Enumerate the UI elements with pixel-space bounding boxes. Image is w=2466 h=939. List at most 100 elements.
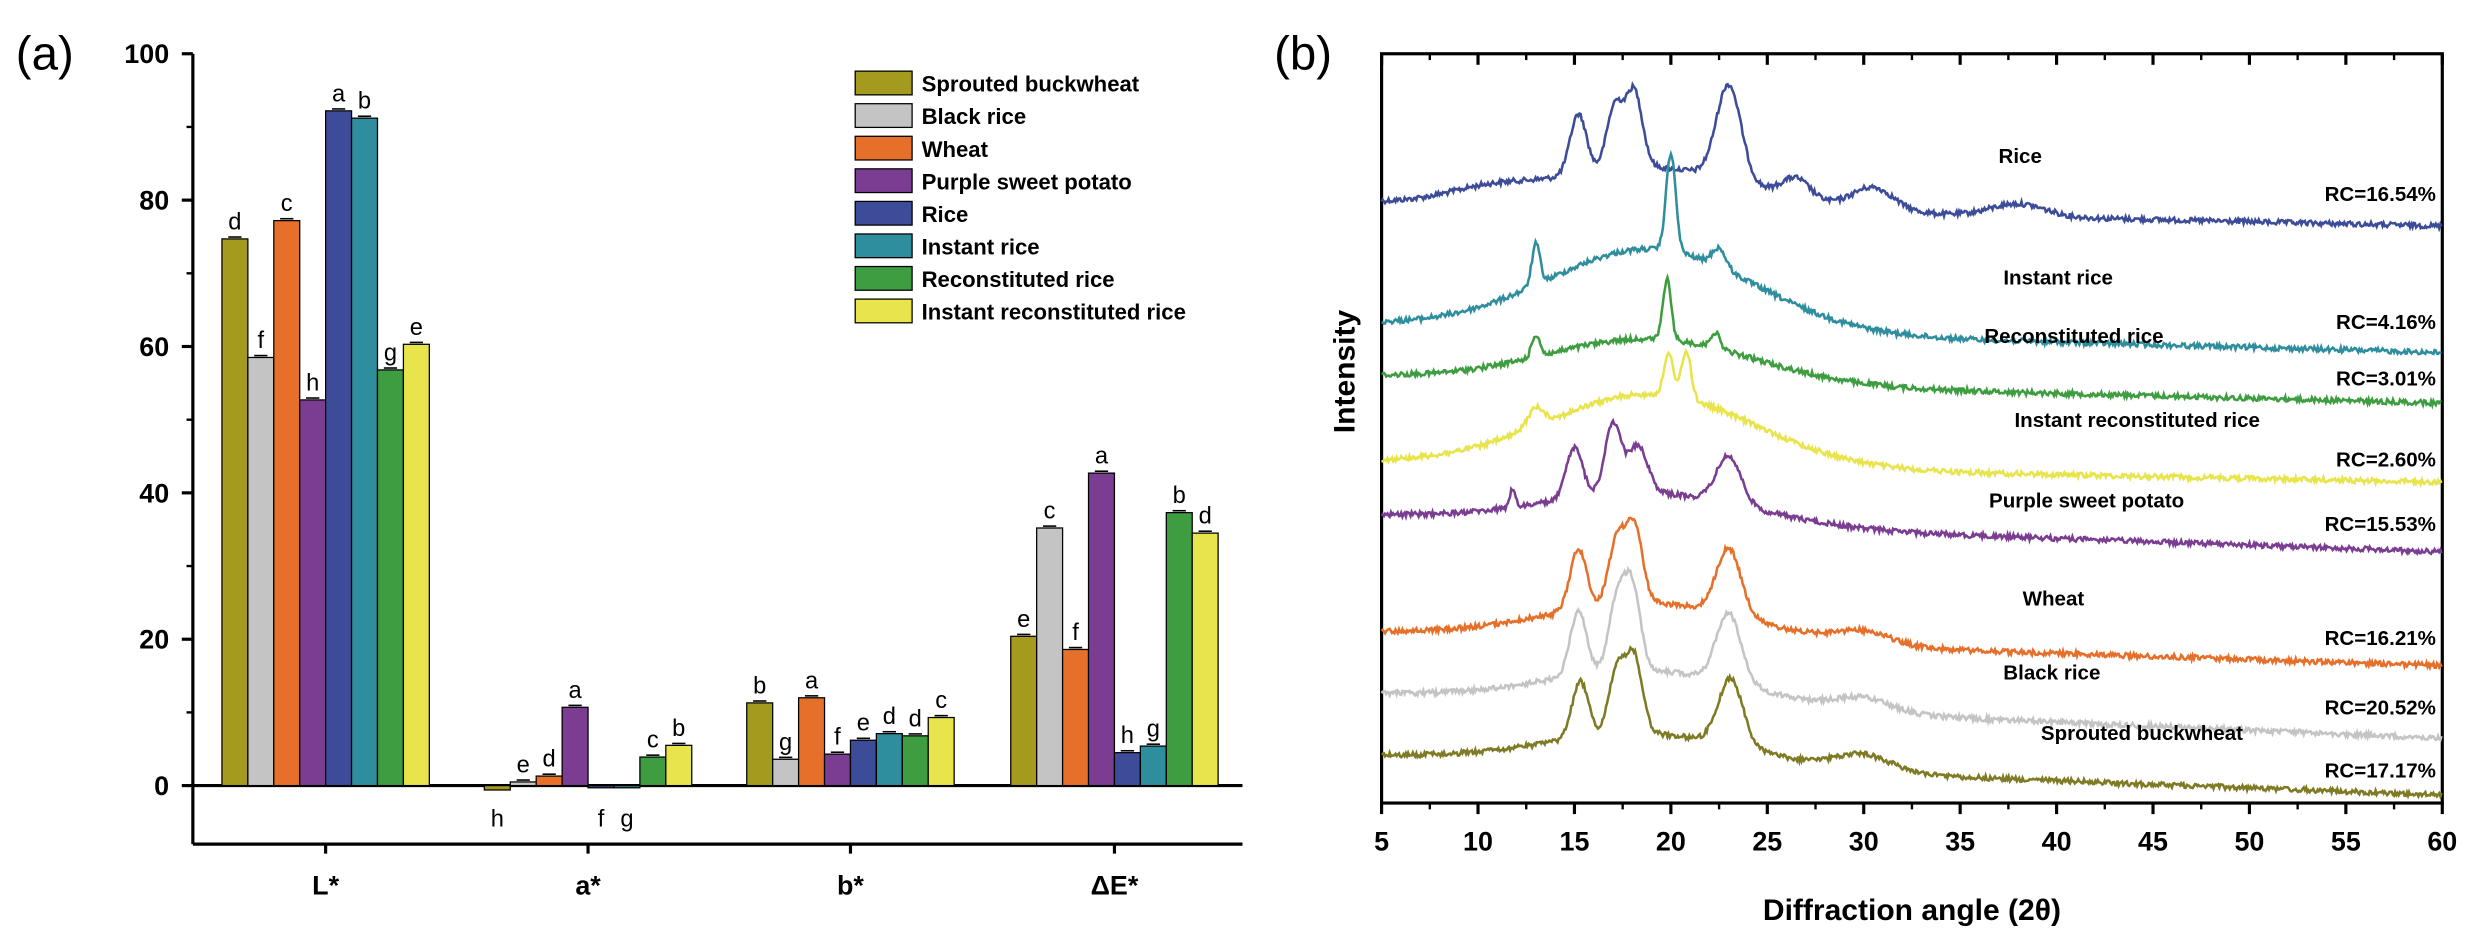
legend-label: Black rice (922, 104, 1027, 129)
bar (587, 784, 615, 789)
x-axis-title: Diffraction angle (2θ) (1763, 894, 2061, 927)
significance-letter: g (384, 340, 397, 366)
significance-letter: h (491, 807, 504, 833)
legend-label: Reconstituted rice (922, 267, 1115, 292)
y-axis-title: Intensity (1329, 309, 1362, 433)
curve-label: Wheat (2023, 587, 2085, 610)
x-tick-label: 40 (2042, 826, 2072, 856)
xrd-curve (1381, 149, 2442, 357)
curve-label: Purple sweet potato (1989, 489, 2184, 512)
significance-letter: c (935, 688, 947, 714)
xrd-curve (1380, 417, 2443, 557)
x-tick-label: 15 (1560, 826, 1590, 856)
bar (665, 744, 693, 787)
significance-letter: c (647, 728, 659, 754)
significance-letter: a (332, 81, 346, 107)
x-tick-label: 5 (1374, 826, 1389, 856)
significance-letter: d (909, 706, 922, 732)
significance-letter: a (568, 678, 582, 704)
xrd-pattern-chart: 5 10 15 20 25 30 35 40 45 50 55 60 Diffraction angle… (1329, 52, 2457, 927)
x-tick-label: 20 (1656, 826, 1686, 856)
x-tick-label: L* (312, 871, 339, 901)
panel-b-label: (b) (1274, 28, 1332, 81)
significance-letter: h (1121, 723, 1134, 749)
bar (1061, 648, 1090, 787)
xrd-curve (1380, 516, 2443, 672)
bar (1139, 745, 1167, 787)
xrd-curve (1381, 273, 2442, 410)
x-tick-label: ΔE* (1091, 871, 1139, 901)
bar (325, 110, 353, 787)
significance-letter: a (1095, 444, 1109, 470)
significance-letter: g (779, 730, 792, 756)
x-tick-label: b* (837, 871, 864, 901)
rc-label: RC=4.16% (2336, 311, 2436, 334)
legend-swatch (854, 265, 913, 291)
legend-label: Sprouted buckwheat (922, 72, 1140, 97)
xrd-curve (1381, 644, 2443, 801)
significance-letter: f (598, 807, 605, 833)
bar (483, 784, 511, 791)
bar (509, 781, 537, 787)
legend-swatch (854, 135, 913, 161)
curve-label: Black rice (2003, 662, 2100, 685)
rc-label: RC=2.60% (2336, 448, 2436, 471)
x-tick-label: 25 (1752, 826, 1782, 856)
legend-swatch (854, 70, 913, 96)
significance-letter: f (834, 725, 841, 751)
significance-letter: a (805, 668, 819, 694)
significance-letter: e (857, 711, 870, 737)
bar (797, 697, 826, 787)
significance-letter: c (1044, 499, 1056, 525)
x-tick-label: 35 (1945, 826, 1975, 856)
bar (849, 739, 878, 787)
bar (535, 775, 563, 787)
legend-label: Purple sweet potato (922, 169, 1132, 194)
significance-letter: e (410, 315, 423, 341)
legend-label: Rice (922, 202, 969, 227)
legend-label: Instant reconstituted rice (922, 300, 1186, 325)
rc-label: RC=20.52% (2325, 697, 2436, 720)
bar (901, 735, 929, 787)
legend-swatch (854, 200, 913, 226)
x-tick-label: 10 (1463, 826, 1493, 856)
rc-label: RC=3.01% (2336, 368, 2436, 391)
curve-label: Instant rice (2003, 267, 2113, 290)
bar (823, 753, 852, 787)
rc-label: RC=16.54% (2325, 183, 2436, 206)
significance-letter: d (1199, 504, 1212, 530)
significance-letter: d (228, 209, 241, 235)
curve-label: Reconstituted rice (1984, 325, 2163, 348)
significance-letter: b (1173, 483, 1186, 509)
x-tick-label: 55 (2331, 826, 2361, 856)
bar (247, 356, 275, 787)
bar (639, 756, 667, 787)
bar (561, 706, 589, 787)
bar (613, 784, 641, 789)
significance-letter: b (358, 89, 371, 115)
rc-label: RC=17.17% (2325, 760, 2436, 783)
significance-letter: h (306, 370, 319, 396)
bar (1113, 752, 1141, 787)
legend-label: Wheat (922, 137, 989, 162)
bar (1191, 532, 1219, 787)
y-tick-label: 60 (139, 332, 169, 362)
x-tick-label: 50 (2234, 826, 2264, 856)
bar (1010, 635, 1038, 787)
bar (402, 343, 430, 787)
bar (746, 702, 774, 787)
curve-label: Sprouted buckwheat (2041, 722, 2243, 745)
bar (273, 219, 301, 787)
legend-swatch (854, 168, 913, 194)
x-tick-label: 30 (1849, 826, 1879, 856)
bar (350, 117, 379, 787)
bar (927, 716, 955, 787)
significance-letter: e (1017, 607, 1030, 633)
y-tick-label: 20 (139, 625, 169, 655)
bar (299, 399, 327, 787)
panel-a-label: (a) (16, 28, 74, 81)
bar (772, 758, 800, 787)
xrd-curve (1380, 80, 2443, 233)
x-tick-label: 60 (2427, 826, 2457, 856)
